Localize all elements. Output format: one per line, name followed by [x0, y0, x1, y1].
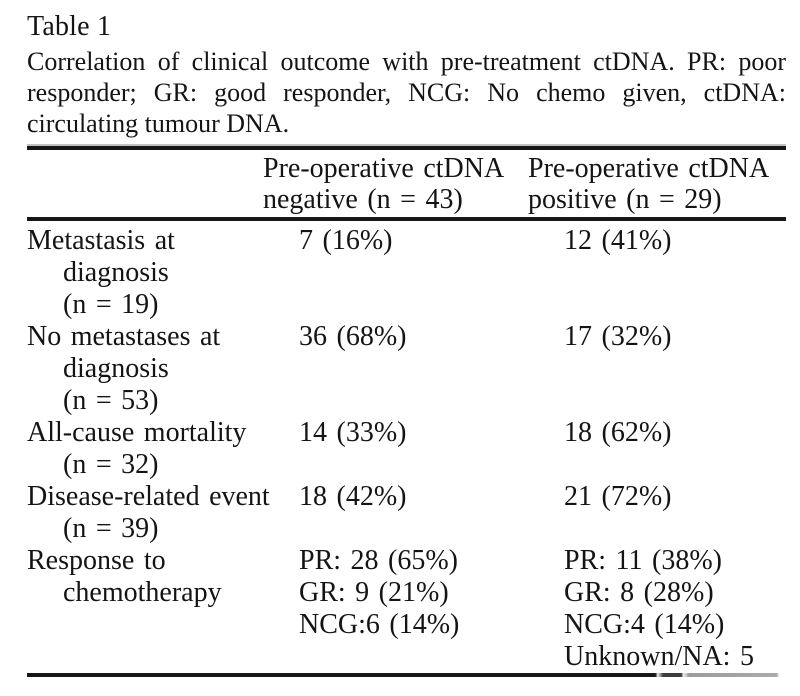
cell-ctdna-negative: 18 (42%) — [299, 481, 407, 512]
row-label: No metastases at diagnosis (n = 53) — [27, 321, 221, 416]
row-label: Disease-related event (n = 39) — [27, 481, 270, 544]
table-caption: Correlation of clinical outcome with pre… — [27, 46, 786, 139]
cell-ctdna-positive: PR: 11 (38%) GR: 8 (28%) NCG:4 (14%) Unk… — [564, 545, 754, 672]
table-body: Metastasis at diagnosis (n = 19) 7 (16%)… — [27, 221, 786, 673]
cell-ctdna-negative: PR: 28 (65%) GR: 9 (21%) NCG:6 (14%) — [299, 545, 460, 640]
table-bottom-rule — [27, 673, 786, 677]
table-row-response-to-chemotherapy: Response to chemotherapy PR: 28 (65%) GR… — [27, 545, 786, 673]
caption-line: responder; GR: good responder, NCG: No c… — [27, 78, 786, 107]
cell-ctdna-negative: 14 (33%) — [299, 417, 407, 448]
cell-ctdna-positive: 12 (41%) — [564, 225, 672, 256]
table-top-rule — [27, 146, 786, 150]
caption-line: Correlation of clinical outcome with pre… — [27, 47, 786, 76]
cell-ctdna-positive: 17 (32%) — [564, 321, 672, 352]
table-number-title: Table 1 — [27, 11, 112, 42]
table-row-no-metastases-at-diagnosis: No metastases at diagnosis (n = 53) 36 (… — [27, 321, 786, 417]
column-header-ctdna-positive: Pre-operative ctDNA positive (n = 29) — [528, 153, 770, 215]
table-header-rule — [27, 217, 786, 221]
cell-ctdna-positive: 21 (72%) — [564, 481, 672, 512]
paper-table-figure: Table 1 Correlation of clinical outcome … — [27, 10, 786, 677]
table-row-disease-related-event: Disease-related event (n = 39) 18 (42%) … — [27, 481, 786, 545]
table-header-row: Pre-operative ctDNA negative (n = 43) Pr… — [27, 150, 786, 217]
table-row-metastasis-at-diagnosis: Metastasis at diagnosis (n = 19) 7 (16%)… — [27, 225, 786, 321]
ctdna-outcome-table: Pre-operative ctDNA negative (n = 43) Pr… — [27, 146, 786, 677]
row-label: Response to chemotherapy — [27, 545, 222, 608]
cell-ctdna-negative: 7 (16%) — [299, 225, 393, 256]
table-row-all-cause-mortality: All-cause mortality (n = 32) 14 (33%) 18… — [27, 417, 786, 481]
column-header-ctdna-negative: Pre-operative ctDNA negative (n = 43) — [263, 153, 505, 215]
cell-ctdna-negative: 36 (68%) — [299, 321, 407, 352]
caption-line: circulating tumour DNA. — [27, 109, 290, 138]
row-label: Metastasis at diagnosis (n = 19) — [27, 225, 175, 320]
cell-ctdna-positive: 18 (62%) — [564, 417, 672, 448]
row-label: All-cause mortality (n = 32) — [27, 417, 247, 480]
